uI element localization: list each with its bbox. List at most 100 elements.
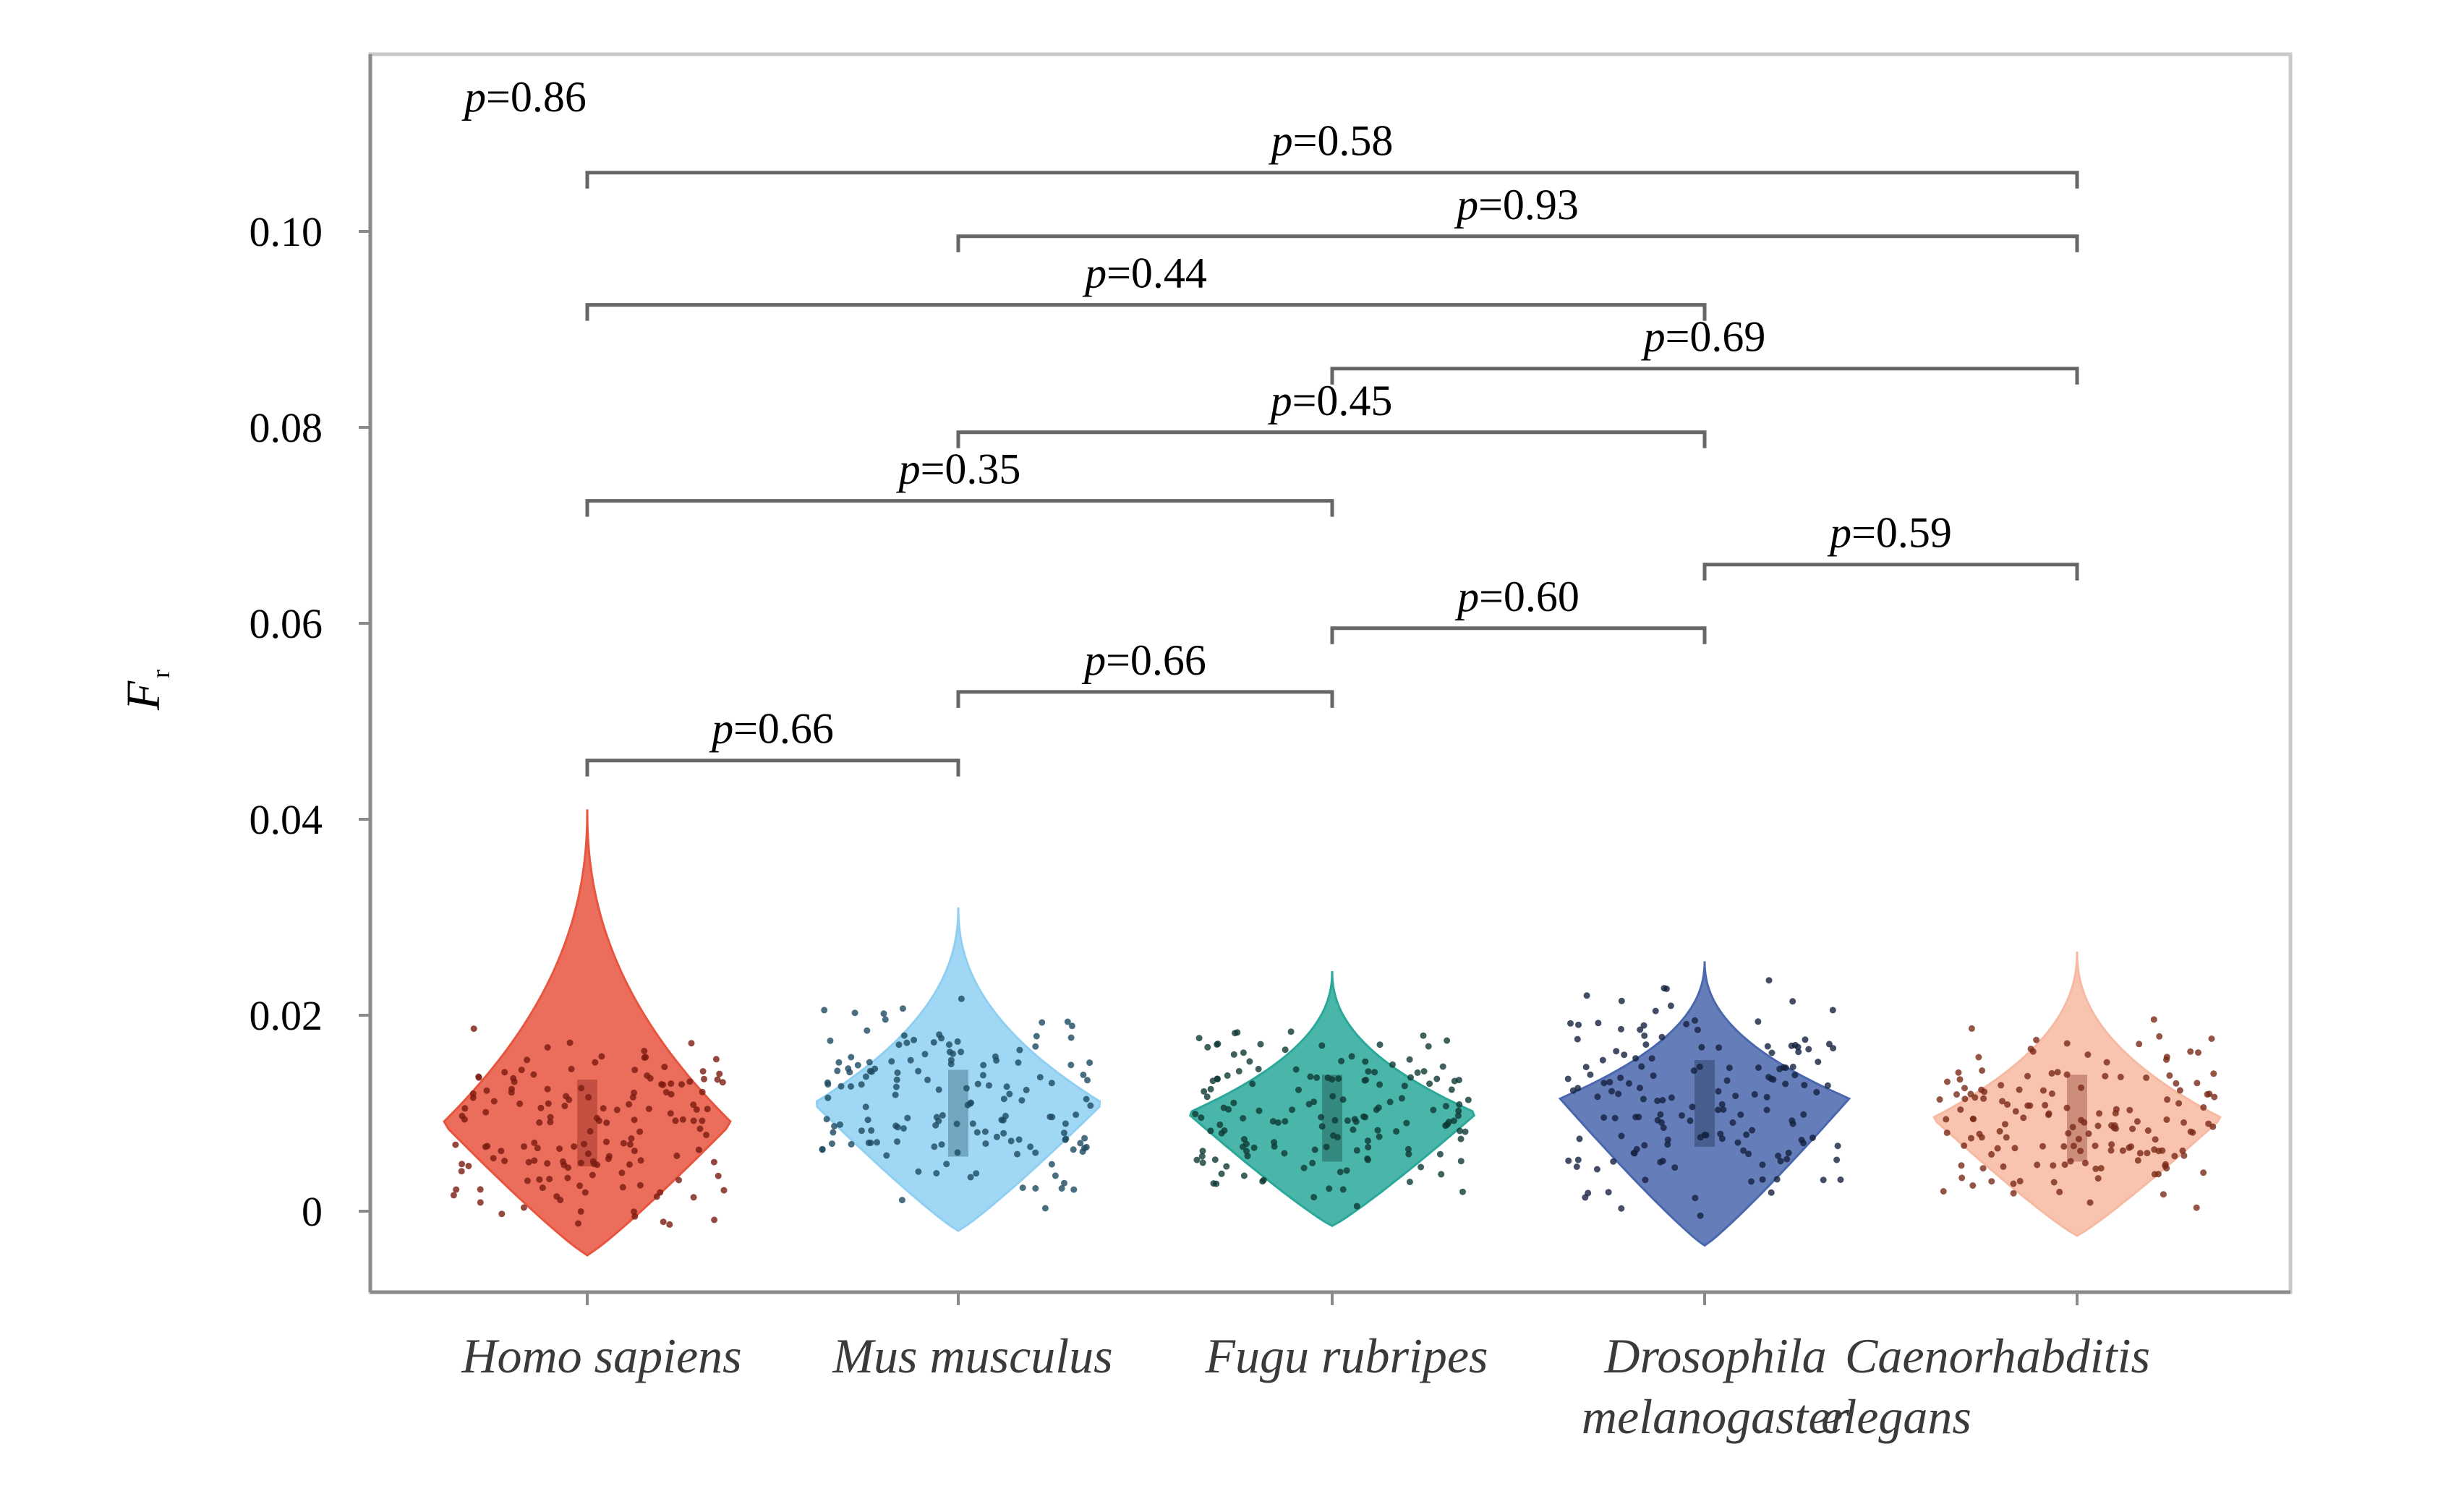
data-point <box>547 1114 554 1121</box>
data-point <box>1729 1119 1736 1126</box>
data-point <box>668 1090 675 1098</box>
data-point <box>710 1158 717 1166</box>
data-point <box>690 1117 697 1124</box>
data-point <box>973 1129 981 1136</box>
p-prefix: p <box>1082 249 1107 297</box>
data-point <box>1994 1145 2001 1152</box>
data-point <box>1077 1140 1084 1147</box>
data-point <box>576 1182 584 1189</box>
data-point <box>993 1056 1000 1064</box>
data-point <box>1250 1144 1258 1151</box>
p-value: =0.58 <box>1293 117 1394 165</box>
data-point <box>1640 1022 1647 1029</box>
data-point <box>477 1199 484 1206</box>
data-point <box>1195 1035 1203 1042</box>
data-point <box>1726 1064 1733 1072</box>
data-point <box>1599 1056 1606 1064</box>
data-point <box>660 1218 667 1226</box>
data-point <box>900 1032 908 1039</box>
data-point <box>2176 1087 2183 1094</box>
data-point <box>1595 1020 1602 1027</box>
data-point <box>1216 1121 1224 1128</box>
data-point <box>2166 1072 2173 1079</box>
data-point <box>1567 1020 1574 1027</box>
data-point <box>903 1039 911 1046</box>
data-point <box>2128 1143 2134 1150</box>
data-point <box>2094 1175 2102 1182</box>
data-point <box>1323 1143 1330 1150</box>
violin-mus-musculus <box>815 907 1101 1232</box>
data-point <box>1573 1163 1580 1170</box>
data-point <box>1450 1117 1457 1124</box>
data-point <box>2050 1179 2058 1186</box>
data-point <box>1967 1090 1974 1098</box>
data-point <box>1837 1176 1844 1183</box>
data-point <box>2117 1073 2124 1080</box>
data-point <box>1232 1030 1239 1037</box>
data-point <box>1343 1167 1350 1174</box>
data-point <box>1201 1088 1208 1095</box>
data-point <box>1386 1098 1394 1106</box>
data-point <box>969 1120 976 1127</box>
data-point <box>894 1069 901 1076</box>
data-point <box>1064 1018 1071 1025</box>
data-point <box>2078 1116 2085 1124</box>
data-point <box>695 1146 702 1153</box>
data-point <box>465 1163 472 1169</box>
data-point <box>1632 1055 1640 1062</box>
data-point <box>1638 1063 1645 1070</box>
data-point <box>1335 1075 1342 1082</box>
data-point <box>704 1106 711 1113</box>
p-value: =0.44 <box>1107 249 1207 297</box>
data-point <box>2016 1086 2023 1093</box>
corner-p-prefix: p <box>461 73 486 121</box>
p-value: =0.93 <box>1478 181 1579 228</box>
data-point <box>1203 1093 1211 1101</box>
data-point <box>1600 1080 1608 1087</box>
data-point <box>2010 1189 2017 1197</box>
data-point <box>1692 1195 1699 1202</box>
data-point <box>964 1101 971 1109</box>
data-point <box>1207 1127 1214 1135</box>
data-point <box>592 1059 599 1066</box>
y-axis-title: F r <box>117 670 175 711</box>
data-point <box>2069 1124 2076 1131</box>
comparison-bracket: p=0.69 <box>1330 313 2079 385</box>
data-point <box>2002 1121 2008 1128</box>
data-point <box>2063 1104 2071 1111</box>
p-prefix: p <box>896 445 921 493</box>
data-point <box>1979 1067 1986 1074</box>
bracket-line <box>956 430 1707 448</box>
data-point <box>864 1116 871 1124</box>
data-point <box>2094 1122 2102 1129</box>
data-point <box>667 1110 674 1117</box>
p-value: =0.45 <box>1292 377 1393 424</box>
data-point <box>1433 1075 1441 1082</box>
data-point <box>482 1109 490 1116</box>
data-point <box>1364 1137 1371 1145</box>
data-point <box>1455 1077 1462 1084</box>
data-point <box>679 1116 686 1123</box>
data-point <box>1371 1069 1378 1076</box>
data-point <box>642 1054 649 1061</box>
data-point <box>631 1208 637 1216</box>
data-point <box>1454 1112 1462 1119</box>
x-category-label: Caenorhabditis <box>1845 1328 2150 1383</box>
data-point <box>1582 1194 1589 1201</box>
p-prefix: p <box>1454 573 1479 620</box>
data-point <box>2173 1080 2180 1087</box>
data-point <box>2085 1130 2092 1137</box>
data-point <box>1353 1147 1360 1154</box>
data-point <box>1274 1119 1282 1126</box>
data-point <box>2012 1108 2019 1115</box>
p-value-label: p=0.60 <box>1454 573 1580 620</box>
data-point <box>924 1076 931 1083</box>
data-point <box>823 1116 830 1123</box>
data-point <box>1311 1146 1318 1153</box>
data-point <box>1773 1176 1781 1183</box>
data-point <box>1689 1103 1696 1111</box>
data-point <box>1403 1119 1410 1127</box>
data-point <box>1654 1097 1661 1104</box>
p-value: =0.66 <box>733 705 834 753</box>
data-point <box>1282 1046 1289 1054</box>
